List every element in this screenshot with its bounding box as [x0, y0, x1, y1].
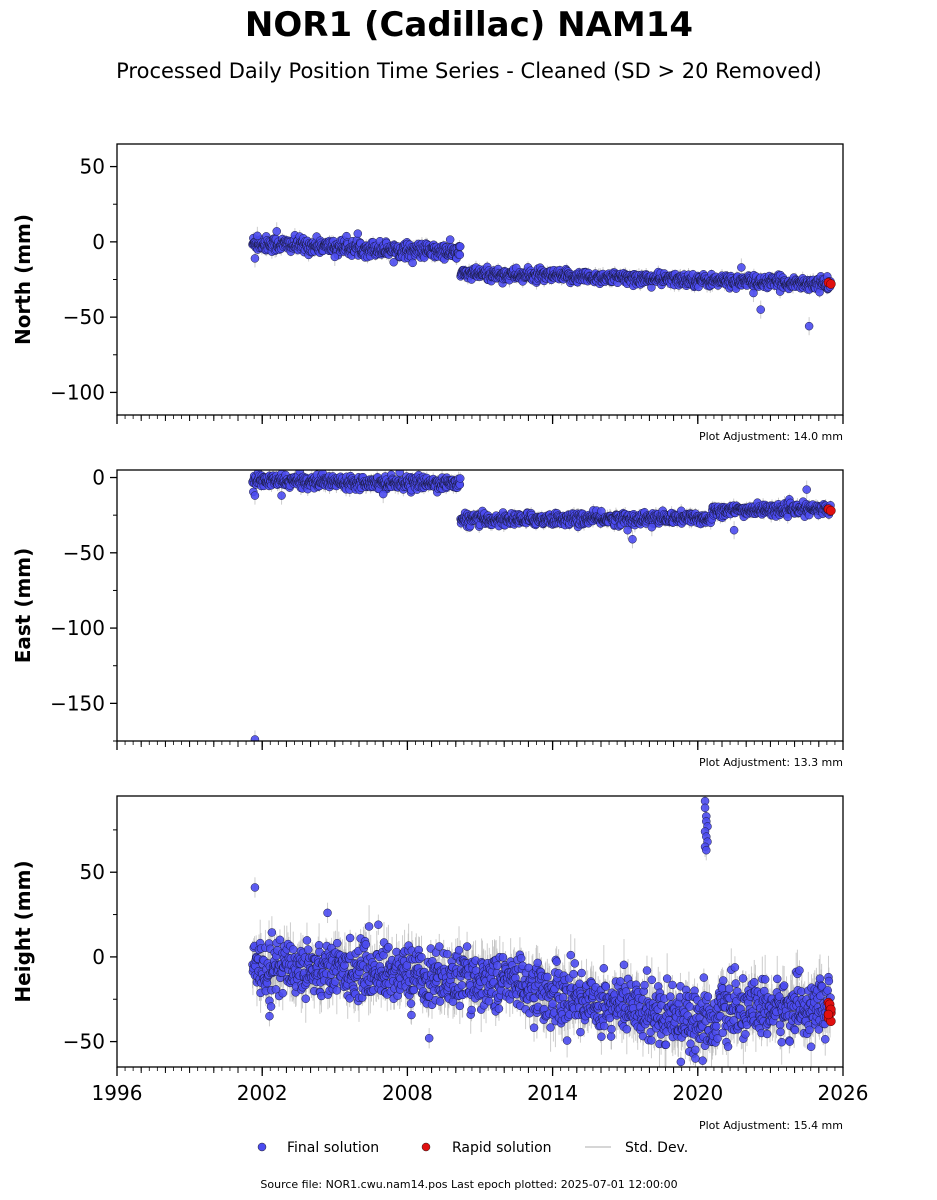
plot-area [248, 222, 836, 336]
y-axis: 50 0 −50 −100 [50, 155, 117, 404]
y-tick-label: −50 [63, 305, 105, 329]
y-tick-label: 0 [92, 230, 105, 254]
panels-group: 50 0 −50 −100 North (mm) Plot Adjustment: 14.… [11, 143, 868, 1132]
y-tick-label: −100 [50, 380, 105, 404]
final-point [455, 250, 465, 260]
final-point [408, 258, 417, 268]
final-point [389, 258, 398, 267]
figure-title: NOR1 (Cadillac) NAM14 [245, 5, 693, 45]
final-points [248, 470, 835, 741]
rapid-points [823, 277, 836, 289]
final-point [445, 235, 455, 244]
y-tick-label: 50 [80, 155, 105, 179]
final-point [455, 242, 465, 251]
final-point [250, 254, 260, 263]
figure-subtitle: Processed Daily Position Time Series - C… [116, 59, 822, 83]
final-point [749, 288, 758, 298]
final-point [253, 231, 262, 241]
rapid-point [826, 279, 836, 289]
final-point [737, 263, 746, 272]
final-point [804, 321, 814, 331]
final-point [395, 470, 404, 477]
y-axis-label: North (mm) [11, 214, 35, 345]
final-point [756, 305, 765, 314]
final-point [272, 227, 281, 236]
final-point [353, 229, 363, 238]
plot-adjustment-label: Plot Adjustment: 14.0 mm [699, 430, 843, 443]
x-axis [116, 415, 844, 424]
panel-0: 50 0 −50 −100 North (mm) Plot Adjustment: 14.… [11, 143, 844, 443]
plot-area [248, 470, 836, 741]
final-point [330, 252, 340, 262]
final-points [248, 227, 835, 331]
